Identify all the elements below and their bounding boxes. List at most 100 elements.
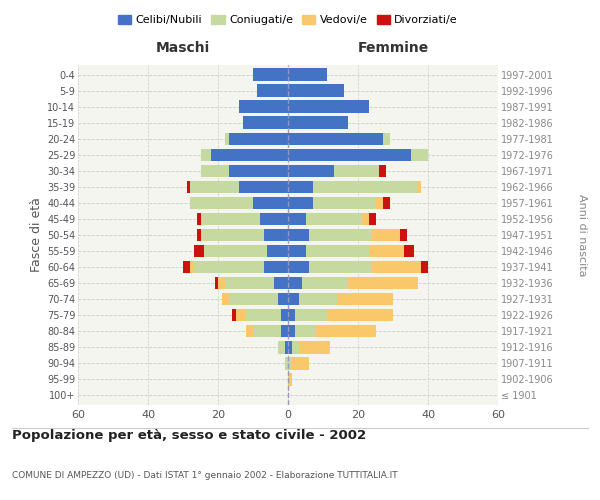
Bar [253, 325, 281, 338]
Bar [368, 212, 376, 225]
Bar [229, 293, 277, 306]
Bar [193, 245, 204, 258]
Bar [383, 196, 389, 209]
Bar [246, 325, 253, 338]
Bar [200, 164, 229, 177]
Bar [410, 148, 428, 161]
Bar [200, 148, 211, 161]
Bar [246, 309, 281, 322]
Bar [288, 277, 302, 289]
Bar [292, 357, 309, 370]
Bar [288, 84, 344, 97]
Bar [197, 228, 200, 241]
Bar [277, 293, 288, 306]
Bar [361, 212, 368, 225]
Bar [418, 180, 421, 193]
Bar [326, 309, 393, 322]
Bar [242, 116, 288, 129]
Bar [253, 196, 288, 209]
Bar [316, 325, 376, 338]
Bar [288, 341, 292, 353]
Bar [284, 357, 288, 370]
Bar [288, 228, 309, 241]
Bar [295, 325, 316, 338]
Text: Anni di nascita: Anni di nascita [577, 194, 587, 276]
Bar [288, 373, 292, 386]
Bar [260, 212, 288, 225]
Bar [368, 245, 404, 258]
Bar [225, 132, 229, 145]
Bar [288, 309, 295, 322]
Bar [288, 325, 295, 338]
Bar [288, 180, 313, 193]
Bar [288, 245, 305, 258]
Bar [288, 196, 313, 209]
Bar [288, 100, 368, 113]
Bar [347, 277, 418, 289]
Bar [200, 212, 260, 225]
Bar [225, 277, 274, 289]
Bar [218, 277, 225, 289]
Bar [190, 180, 239, 193]
Bar [288, 116, 347, 129]
Bar [295, 309, 326, 322]
Bar [288, 164, 334, 177]
Bar [257, 84, 288, 97]
Legend: Celibi/Nubili, Coniugati/e, Vedovi/e, Divorziati/e: Celibi/Nubili, Coniugati/e, Vedovi/e, Di… [113, 10, 463, 30]
Bar [253, 68, 288, 81]
Bar [221, 293, 229, 306]
Bar [274, 277, 288, 289]
Bar [281, 325, 288, 338]
Bar [277, 341, 284, 353]
Bar [292, 341, 299, 353]
Y-axis label: Fasce di età: Fasce di età [29, 198, 43, 272]
Bar [197, 212, 200, 225]
Bar [239, 180, 288, 193]
Bar [288, 293, 299, 306]
Text: Popolazione per età, sesso e stato civile - 2002: Popolazione per età, sesso e stato civil… [12, 430, 366, 442]
Bar [421, 261, 428, 274]
Bar [288, 357, 292, 370]
Bar [267, 245, 288, 258]
Bar [239, 100, 288, 113]
Bar [309, 261, 372, 274]
Bar [372, 261, 421, 274]
Bar [305, 245, 368, 258]
Bar [313, 180, 418, 193]
Text: Femmine: Femmine [358, 42, 428, 56]
Bar [281, 309, 288, 322]
Bar [284, 341, 288, 353]
Bar [288, 132, 383, 145]
Bar [190, 261, 193, 274]
Bar [309, 228, 372, 241]
Bar [288, 68, 326, 81]
Bar [204, 245, 267, 258]
Bar [190, 196, 253, 209]
Bar [337, 293, 393, 306]
Bar [302, 277, 347, 289]
Text: COMUNE DI AMPEZZO (UD) - Dati ISTAT 1° gennaio 2002 - Elaborazione TUTTITALIA.IT: COMUNE DI AMPEZZO (UD) - Dati ISTAT 1° g… [12, 471, 398, 480]
Bar [200, 228, 263, 241]
Bar [334, 164, 379, 177]
Bar [305, 212, 361, 225]
Bar [288, 212, 305, 225]
Bar [299, 293, 337, 306]
Bar [183, 261, 190, 274]
Bar [288, 148, 410, 161]
Bar [313, 196, 376, 209]
Bar [379, 164, 386, 177]
Bar [215, 277, 218, 289]
Bar [263, 261, 288, 274]
Bar [288, 261, 309, 274]
Bar [376, 196, 383, 209]
Bar [235, 309, 246, 322]
Bar [383, 132, 389, 145]
Bar [263, 228, 288, 241]
Bar [229, 132, 288, 145]
Bar [404, 245, 414, 258]
Bar [372, 228, 400, 241]
Bar [229, 164, 288, 177]
Bar [299, 341, 330, 353]
Bar [187, 180, 190, 193]
Bar [211, 148, 288, 161]
